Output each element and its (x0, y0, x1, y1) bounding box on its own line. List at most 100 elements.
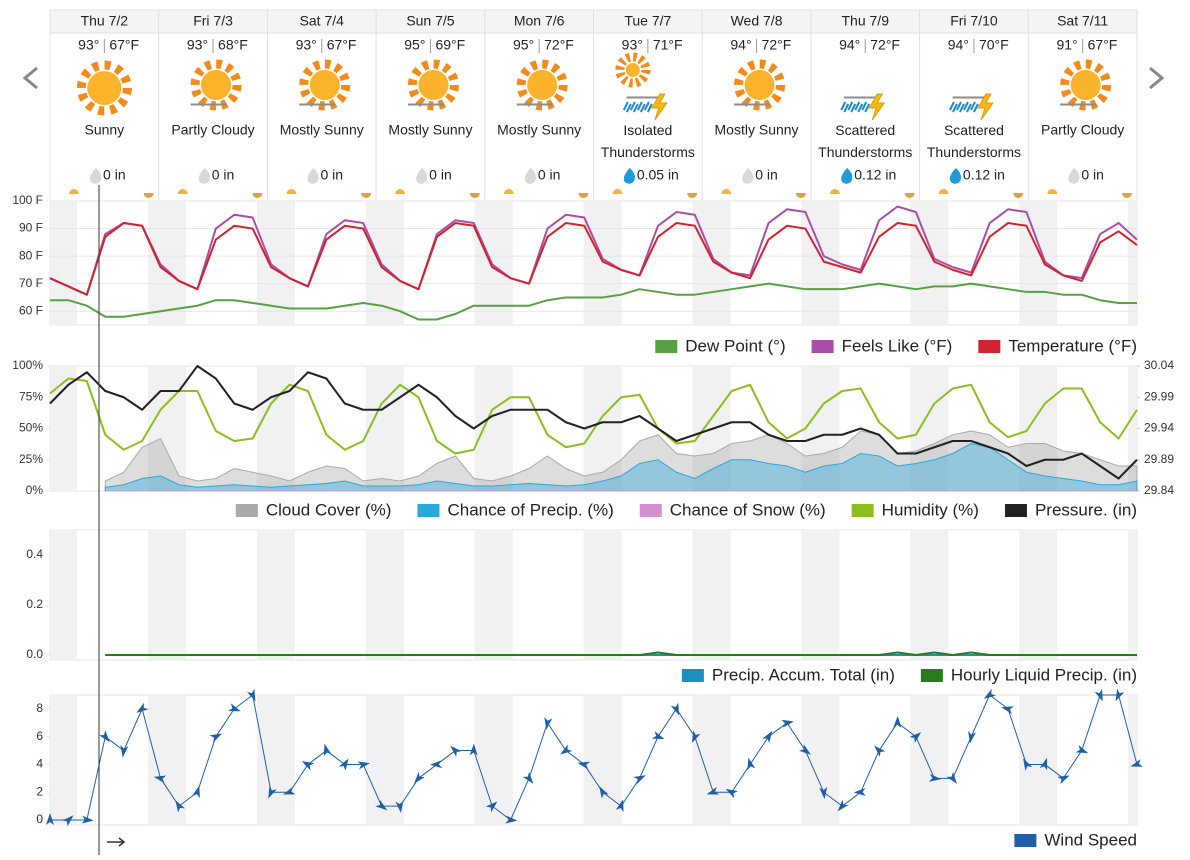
sunset (1013, 193, 1024, 199)
night-band (365, 366, 404, 491)
legend-label: Humidity (%) (882, 500, 979, 519)
night-band (50, 366, 77, 491)
wind-arrow (599, 786, 609, 799)
condition: Scattered Thunderstorms (818, 122, 912, 160)
sunset (1122, 193, 1132, 198)
wind-arrow (633, 775, 646, 785)
sun-rays (299, 59, 351, 111)
legend-swatch (1004, 504, 1027, 517)
sunset (795, 193, 806, 199)
wind-arrow (395, 800, 404, 814)
wind-arrow (577, 761, 591, 770)
sun-rays (615, 52, 651, 88)
line (105, 651, 1137, 656)
y2-tick-label: 30.04 (1144, 358, 1174, 372)
rain (636, 101, 646, 113)
low-temp: 70°F (979, 37, 1009, 53)
legend-label: Chance of Precip. (%) (447, 500, 613, 519)
condition: Partly Cloudy (171, 122, 254, 138)
precip-amount: 0 in (320, 167, 343, 183)
wind-arrow (338, 758, 349, 771)
y-tick-label: 100 F (12, 193, 43, 207)
wind-arrow (909, 732, 922, 743)
sunset (252, 193, 263, 199)
y-tick-label: 0% (26, 483, 44, 497)
night-band (474, 530, 513, 660)
wind-arrow (153, 775, 167, 784)
wind-arrow (725, 788, 738, 799)
night-band (801, 530, 840, 660)
rain (643, 101, 653, 113)
lightning (650, 93, 668, 121)
wind-arrow (282, 786, 296, 795)
y-tick-label: 100% (12, 358, 43, 372)
condition: Mostly Sunny (388, 122, 472, 138)
night-band (50, 530, 77, 660)
precip-drop (90, 168, 102, 184)
legend-label: Temperature (°F) (1008, 336, 1137, 355)
legend-label: Cloud Cover (%) (266, 500, 392, 519)
sunrise (503, 189, 514, 194)
legend-swatch (417, 504, 440, 517)
sunset (361, 193, 372, 199)
day-label: Sun 7/5 (406, 13, 454, 29)
night-band (1128, 201, 1137, 325)
legend-swatch (681, 669, 704, 682)
y-tick-label: 8 (36, 701, 43, 715)
line (49, 205, 1138, 296)
wind-arrow (651, 731, 665, 740)
high-temp: 95° (513, 37, 534, 53)
low-temp: 71°F (653, 37, 683, 53)
y-tick-label: 80 F (19, 248, 43, 262)
wind-arrow (136, 702, 149, 713)
wind-arrow (1075, 744, 1089, 754)
legend-label: Hourly Liquid Precip. (in) (951, 665, 1137, 684)
y-tick-label: 90 F (19, 221, 43, 235)
high-temp: 91° (1056, 37, 1077, 53)
sun-rays (516, 59, 568, 111)
rain (622, 101, 632, 113)
legend-swatch (811, 340, 834, 353)
next-arrow[interactable] (1149, 66, 1165, 90)
precip-amount: 0 in (538, 167, 561, 183)
condition: Partly Cloudy (1041, 122, 1124, 138)
night-band (692, 201, 731, 325)
wind-arrow (99, 730, 110, 743)
lightning (977, 93, 994, 121)
wind-arrow (762, 730, 773, 744)
night-band (474, 201, 513, 325)
wind-arrow (1039, 757, 1048, 771)
sun-rays (76, 60, 132, 116)
legend-swatch (978, 340, 1001, 353)
day-label: Thu 7/9 (842, 13, 890, 29)
precip-amount: 0 in (755, 167, 778, 183)
condition: Mostly Sunny (497, 122, 581, 138)
night-band (910, 530, 949, 660)
wind-arrow (413, 771, 425, 784)
y-tick-label: 75% (19, 389, 43, 403)
precip-amount: 0.05 in (637, 167, 679, 183)
night-band (148, 530, 186, 660)
day-label: Sat 7/4 (300, 13, 345, 29)
previous-arrow[interactable] (22, 66, 38, 90)
rain (970, 101, 979, 113)
wind-arrow (429, 760, 443, 769)
night-band (692, 695, 731, 825)
y2-tick-label: 29.89 (1144, 452, 1174, 466)
high-temp: 95° (404, 37, 425, 53)
night-band (692, 530, 731, 660)
sunrise (612, 189, 623, 194)
wind-arrow (120, 745, 129, 758)
sun-rays (190, 59, 242, 111)
sunset (469, 193, 480, 199)
low-temp: 72°F (762, 37, 792, 53)
legend-label: Precip. Accum. Total (in) (712, 665, 895, 684)
legend-label: Feels Like (°F) (842, 336, 953, 355)
sunset (687, 193, 698, 199)
night-band (365, 530, 404, 660)
night-band (1019, 366, 1058, 491)
night-band (1019, 695, 1058, 825)
night-band (801, 201, 840, 325)
sunset (143, 193, 154, 199)
